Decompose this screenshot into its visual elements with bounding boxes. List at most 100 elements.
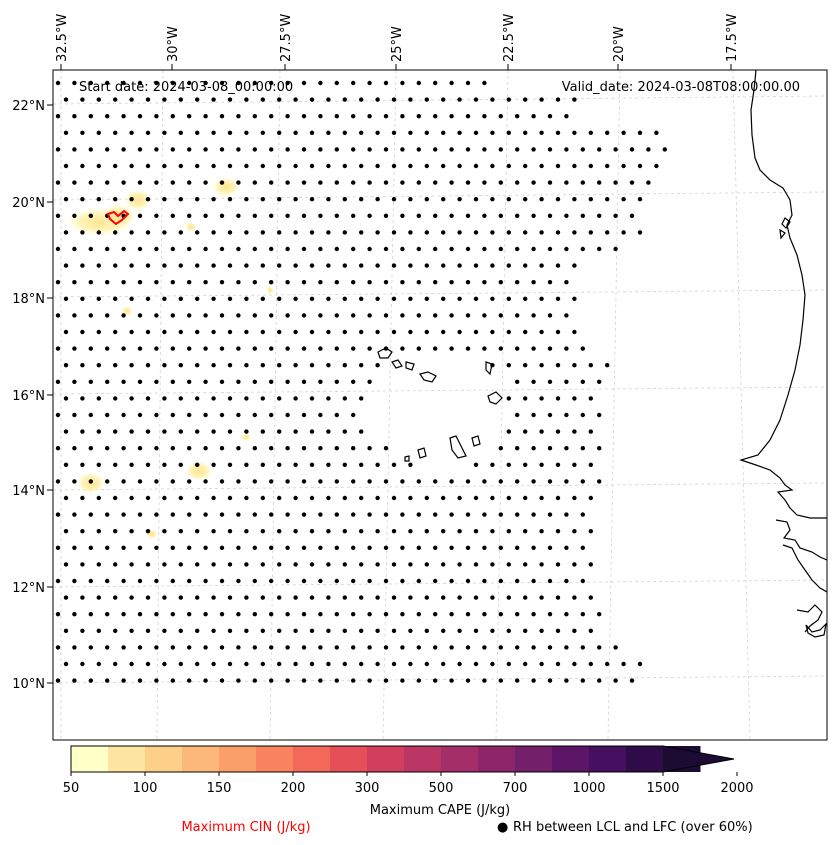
rh-dot xyxy=(506,329,511,335)
rh-dot xyxy=(80,197,85,202)
rh-dot xyxy=(564,545,569,550)
rh-dot xyxy=(572,396,577,401)
rh-dot xyxy=(564,645,569,650)
rh-dot xyxy=(309,562,315,567)
rh-dot xyxy=(572,230,577,235)
rh-dot xyxy=(465,346,471,351)
rh-dot xyxy=(211,296,216,301)
rh-dot xyxy=(539,529,544,534)
rh-dot xyxy=(137,213,143,218)
rh-dot xyxy=(367,280,372,285)
rh-dot xyxy=(129,163,134,169)
rh-dot xyxy=(498,479,503,484)
rh-dot xyxy=(252,412,257,418)
rh-dot xyxy=(539,363,544,368)
rh-dot xyxy=(334,479,339,484)
rh-dot xyxy=(318,180,323,185)
rh-dot xyxy=(531,280,536,285)
rh-dot xyxy=(121,512,126,517)
rh-dot xyxy=(523,396,528,401)
rh-dot xyxy=(162,661,167,667)
rh-dot xyxy=(449,80,454,86)
rh-dot xyxy=(195,462,200,467)
rh-dot xyxy=(588,462,593,467)
rh-dot xyxy=(309,97,315,102)
rh-dot xyxy=(375,130,380,135)
rh-dot xyxy=(178,329,183,335)
rh-dot xyxy=(236,512,241,517)
rh-dot xyxy=(539,562,544,567)
colorbar-segment xyxy=(182,746,220,772)
rh-dot xyxy=(457,130,462,135)
rh-dot xyxy=(178,296,183,301)
rh-dot xyxy=(121,412,126,418)
rh-dot xyxy=(482,280,487,285)
rh-dot xyxy=(391,628,397,633)
rh-dot xyxy=(96,130,102,135)
rh-dot xyxy=(351,246,356,252)
rh-dot xyxy=(359,595,364,600)
gridlines xyxy=(53,70,827,740)
rh-dot xyxy=(72,180,77,185)
rh-dot xyxy=(318,412,323,418)
rh-dot xyxy=(555,97,561,102)
rh-dot xyxy=(383,280,389,285)
rh-dot xyxy=(129,363,134,368)
rh-dot xyxy=(416,512,421,517)
rh-dot xyxy=(515,645,520,650)
rh-dot xyxy=(629,213,635,218)
rh-dot xyxy=(523,495,528,501)
rh-dot xyxy=(203,446,208,451)
rh-dot xyxy=(260,230,265,235)
rh-dot xyxy=(236,379,241,384)
rh-dot xyxy=(408,628,413,633)
rh-dot xyxy=(359,462,364,467)
rh-dot xyxy=(490,296,495,301)
rh-dot xyxy=(490,661,495,667)
rh-dot xyxy=(416,180,421,185)
rh-dot xyxy=(531,346,536,351)
rh-dot xyxy=(121,578,126,584)
rh-dot xyxy=(269,578,274,584)
rh-dot xyxy=(293,396,298,401)
rh-dot xyxy=(178,429,183,434)
rh-dot xyxy=(301,313,307,318)
rh-dot xyxy=(318,213,323,218)
rh-dot xyxy=(285,180,290,185)
rh-dot xyxy=(301,80,307,86)
rh-dot xyxy=(145,296,151,301)
rh-dot xyxy=(515,446,520,451)
rh-dot xyxy=(515,280,520,285)
rh-dot xyxy=(400,213,405,218)
rh-dot xyxy=(195,529,200,534)
rh-dot xyxy=(269,180,274,185)
rh-dot xyxy=(219,545,225,550)
rh-dot xyxy=(490,263,495,268)
rh-dot xyxy=(285,678,290,683)
rh-dot xyxy=(572,661,577,667)
rh-dot xyxy=(383,180,389,185)
rh-dot xyxy=(55,612,61,617)
lon-label: 22.5°W xyxy=(502,14,517,62)
rh-dot xyxy=(96,529,102,534)
rh-dot xyxy=(285,114,290,119)
rh-dot xyxy=(564,346,569,351)
rh-dot xyxy=(154,578,159,584)
rh-dot xyxy=(424,263,429,268)
rh-dot xyxy=(80,661,85,667)
rh-dot xyxy=(539,595,544,600)
rh-dot xyxy=(170,246,175,252)
rh-dot xyxy=(63,296,69,301)
rh-dot xyxy=(219,578,225,584)
rh-dot xyxy=(277,363,282,368)
rh-dot xyxy=(400,678,405,683)
rh-dot xyxy=(145,197,151,202)
rh-dot xyxy=(113,562,118,567)
rh-dot xyxy=(301,446,307,451)
rh-dot xyxy=(309,595,315,600)
colorbar-segment xyxy=(441,746,479,772)
rh-dot xyxy=(252,678,257,683)
rh-dot xyxy=(523,562,528,567)
rh-dot xyxy=(597,246,602,252)
rh-dot xyxy=(334,213,339,218)
